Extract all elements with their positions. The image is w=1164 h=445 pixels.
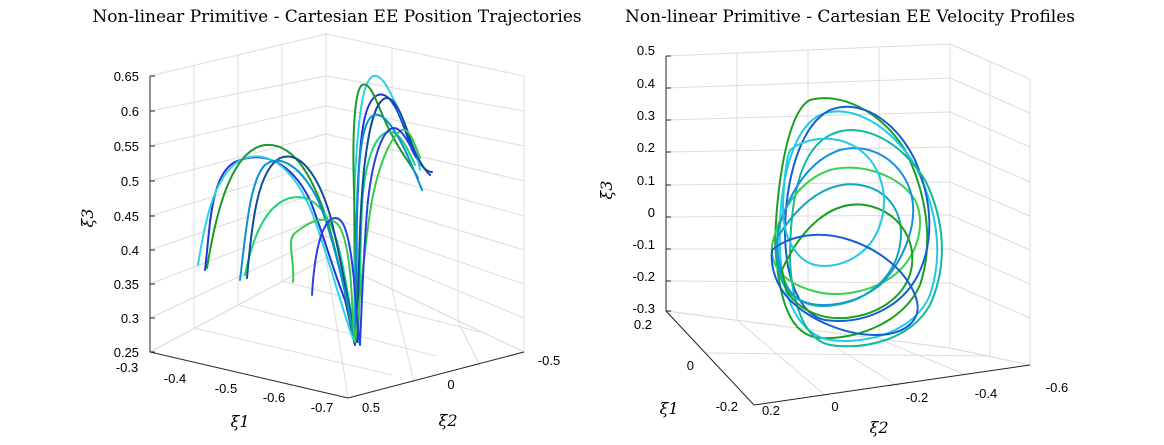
pos-xtick-1: -0.4: [164, 371, 186, 386]
pos-ztick-0.6: 0.6: [121, 104, 139, 119]
vel-ztick-m0.3: -0.3: [633, 301, 655, 316]
velocity-profile-4: [789, 129, 943, 348]
position-zlabel: ξ3: [78, 209, 97, 228]
vel-ztick-0.2: 0.2: [637, 140, 655, 155]
velocity-zticks-marks: [666, 55, 671, 312]
pos-xtick-4: -0.7: [311, 400, 333, 415]
velocity-ylabel: ξ2: [870, 418, 889, 437]
velocity-profile-3: [784, 105, 931, 322]
velocity-y-ticklabels: 0.2 0 -0.2 -0.4 -0.6: [762, 380, 1068, 418]
pos-ztick-0.45: 0.45: [114, 209, 139, 224]
pos-ytick-0: 0.5: [362, 400, 380, 415]
vel-ztick-0.1: 0.1: [637, 173, 655, 188]
velocity-chart: Non-linear Primitive - Cartesian EE Velo…: [597, 7, 1075, 437]
pos-ytick-2: -0.5: [538, 353, 560, 368]
pos-ztick-0.3: 0.3: [121, 311, 139, 326]
vel-xtick-2: -0.2: [716, 399, 738, 414]
velocity-profile-5: [770, 166, 921, 295]
velocity-z-ticklabels: 0.5 0.4 0.3 0.2 0.1 0 -0.1 -0.2 -0.3: [633, 43, 655, 316]
vel-xtick-1: 0: [687, 358, 694, 373]
position-trajectory-5: [246, 97, 431, 343]
vel-ztick-0.4: 0.4: [637, 76, 655, 91]
velocity-profile-9: [781, 137, 885, 267]
position-z-ticklabels: 0.65 0.6 0.55 0.5 0.45 0.4 0.35 0.3 0.25: [114, 69, 139, 360]
pos-ztick-0.25: 0.25: [114, 345, 139, 360]
pos-ztick-0.5: 0.5: [121, 174, 139, 189]
velocity-x-ticklabels: 0.2 0 -0.2: [634, 317, 738, 414]
position-y-ticklabels: 0.5 0 -0.5: [362, 353, 560, 415]
pos-ztick-0.55: 0.55: [114, 139, 139, 154]
position-chart-title: Non-linear Primitive - Cartesian EE Posi…: [92, 7, 581, 27]
position-trajectory-7: [289, 128, 421, 343]
position-x-ticklabels: -0.3 -0.4 -0.5 -0.6 -0.7: [116, 360, 333, 415]
velocity-zlabel: ξ3: [597, 181, 616, 200]
position-floor-grid: [193, 257, 481, 399]
vel-ztick-0.3: 0.3: [637, 108, 655, 123]
pos-xtick-3: -0.6: [263, 390, 285, 405]
vel-ytick-2: -0.2: [906, 390, 928, 405]
velocity-profile-8: [781, 203, 914, 320]
position-xgrid-back: [193, 45, 283, 328]
pos-ztick-0.4: 0.4: [121, 243, 139, 258]
pos-xtick-0: -0.3: [116, 360, 138, 375]
velocity-axes: [665, 56, 1031, 406]
vel-xtick-0: 0.2: [634, 317, 652, 332]
position-chart: Non-linear Primitive - Cartesian EE Posi…: [78, 7, 582, 431]
pos-xtick-2: -0.5: [215, 381, 237, 396]
vel-ztick-0.5: 0.5: [637, 43, 655, 58]
position-ylabel: ξ2: [439, 411, 458, 430]
position-zgrid-right: [325, 75, 525, 319]
velocity-profiles: [770, 97, 943, 348]
position-ygrid-right: [391, 48, 459, 321]
velocity-grid: [664, 43, 1031, 406]
vel-ytick-3: -0.4: [975, 386, 997, 401]
velocity-profile-2: [778, 110, 939, 342]
position-trajectory-2: [197, 74, 421, 341]
vel-ytick-1: 0: [831, 399, 838, 414]
pos-ytick-1: 0: [447, 377, 454, 392]
velocity-profile-10: [770, 233, 919, 336]
velocity-profile-7: [774, 183, 902, 307]
velocity-chart-title: Non-linear Primitive - Cartesian EE Velo…: [625, 7, 1075, 27]
vel-ztick-m0.2: -0.2: [633, 269, 655, 284]
vel-ztick-m0.1: -0.1: [633, 237, 655, 252]
position-xlabel: ξ1: [231, 412, 250, 431]
position-zticks-marks: [150, 75, 155, 353]
vel-ztick-0: 0: [648, 205, 655, 220]
position-trajectory-8: [311, 127, 419, 346]
vel-ytick-0: 0.2: [762, 403, 780, 418]
pos-ztick-0.65: 0.65: [114, 69, 139, 84]
position-grid: [148, 33, 526, 399]
position-axes: [149, 76, 525, 399]
velocity-xlabel: ξ1: [660, 399, 679, 418]
position-trajectories: [197, 74, 433, 346]
pos-ztick-0.35: 0.35: [114, 277, 139, 292]
velocity-xgrid-back: [736, 47, 880, 339]
vel-ytick-4: -0.6: [1046, 380, 1068, 395]
velocity-profile-1: [774, 97, 929, 340]
